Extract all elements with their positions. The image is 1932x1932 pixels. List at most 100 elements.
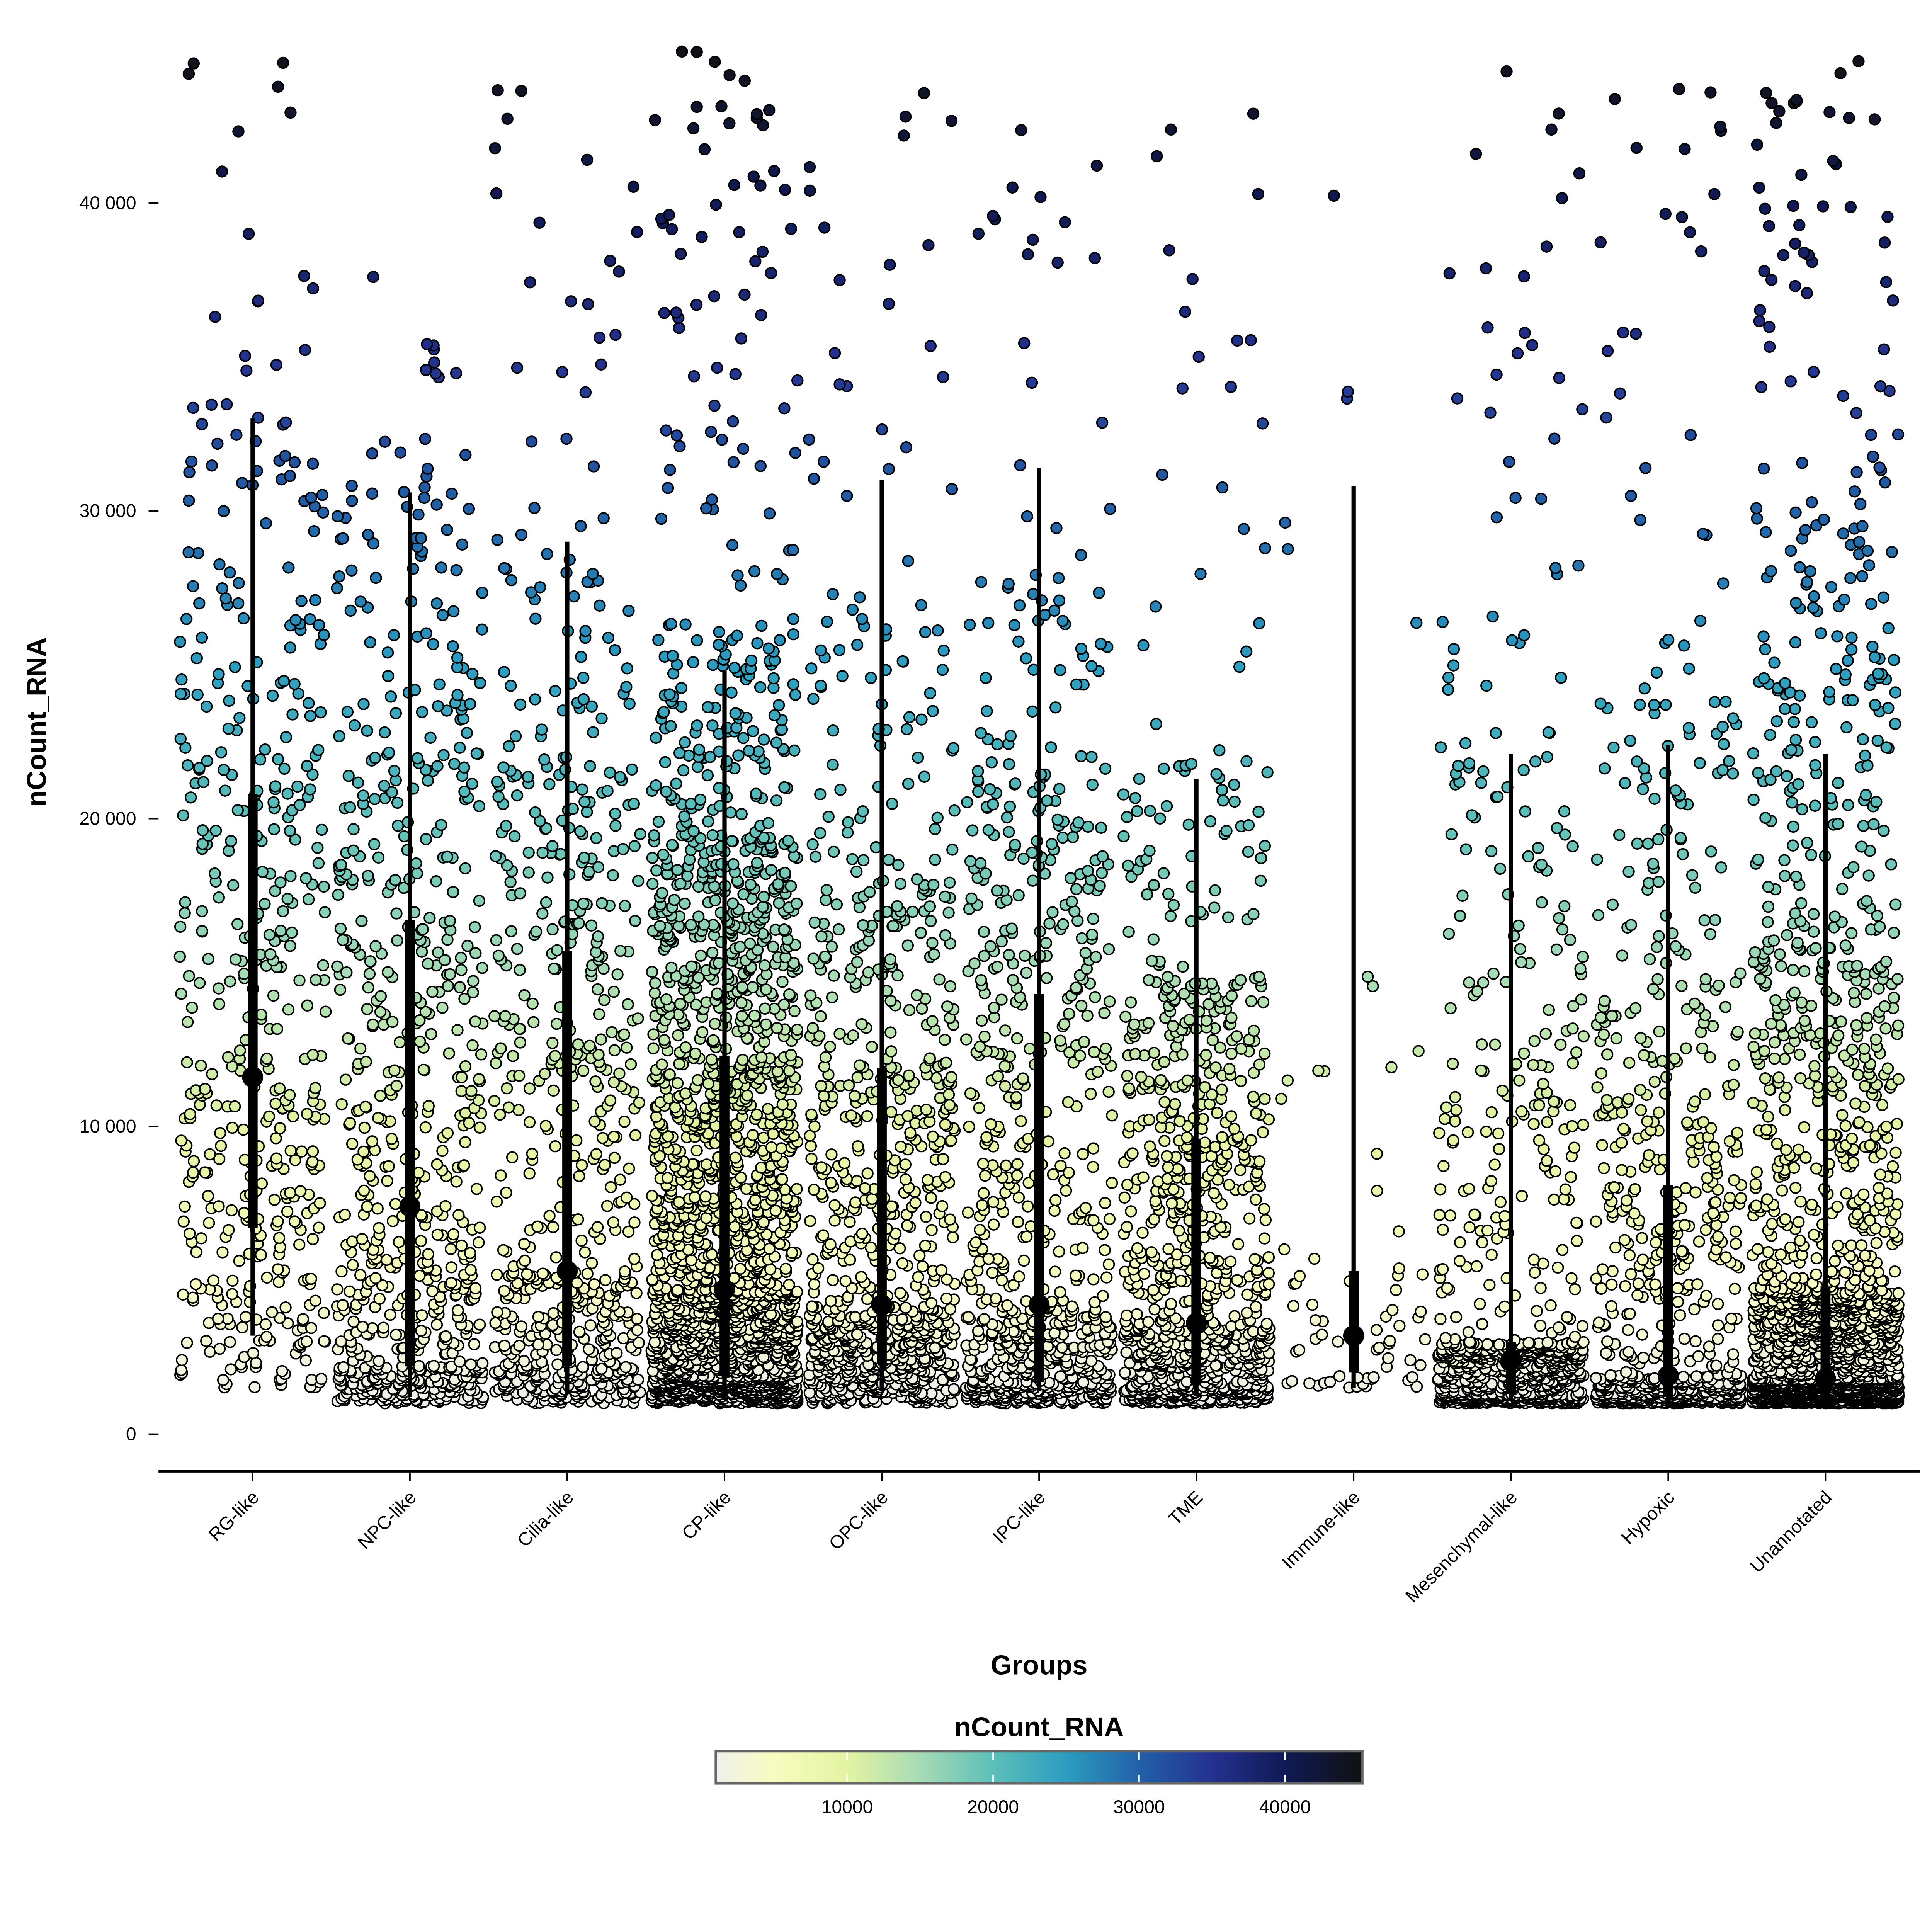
data-point xyxy=(915,927,927,939)
data-point xyxy=(846,604,859,616)
data-point xyxy=(239,350,252,362)
data-point xyxy=(514,1036,526,1049)
data-point xyxy=(501,1082,513,1095)
data-point xyxy=(915,713,928,726)
data-point xyxy=(817,1229,830,1242)
data-point xyxy=(447,1228,460,1241)
data-point xyxy=(532,1311,544,1323)
data-point xyxy=(231,804,244,816)
data-point xyxy=(944,1213,956,1226)
data-point xyxy=(623,697,636,710)
data-point xyxy=(281,1205,294,1218)
data-point xyxy=(827,588,839,600)
data-point xyxy=(884,995,897,1007)
data-point xyxy=(498,1285,510,1297)
data-point xyxy=(698,143,711,155)
data-point xyxy=(430,875,442,888)
data-point xyxy=(229,661,241,673)
data-point xyxy=(830,898,843,911)
data-point xyxy=(577,897,590,910)
data-point xyxy=(488,1095,501,1107)
data-point xyxy=(213,982,225,995)
data-point xyxy=(523,1116,536,1128)
data-point xyxy=(444,1243,457,1255)
data-point xyxy=(181,1337,193,1349)
data-point xyxy=(922,1174,934,1186)
data-point xyxy=(579,386,592,399)
data-point xyxy=(305,492,317,504)
data-point xyxy=(577,672,590,684)
data-point xyxy=(417,1063,430,1076)
data-point xyxy=(470,1183,483,1195)
data-point xyxy=(476,962,488,974)
data-point xyxy=(885,1045,898,1058)
data-point xyxy=(899,1158,912,1171)
data-point xyxy=(687,656,699,668)
data-point xyxy=(214,1127,226,1139)
data-point xyxy=(331,960,344,973)
data-point xyxy=(575,651,587,663)
data-point xyxy=(234,1044,246,1057)
data-point xyxy=(217,1374,230,1386)
data-point xyxy=(202,1190,214,1202)
data-point xyxy=(663,209,675,221)
data-point xyxy=(939,1034,951,1046)
data-point xyxy=(204,1148,216,1161)
data-point xyxy=(842,816,854,828)
data-point xyxy=(911,989,923,1002)
data-point xyxy=(618,1028,630,1041)
data-point xyxy=(857,805,869,818)
data-point xyxy=(191,689,204,701)
data-point xyxy=(656,1058,668,1071)
data-point xyxy=(317,959,329,972)
data-point xyxy=(713,626,725,638)
data-point xyxy=(708,290,721,303)
data-point xyxy=(928,948,940,961)
data-point xyxy=(828,1199,841,1211)
data-point xyxy=(607,985,620,998)
data-point xyxy=(436,609,449,621)
data-point xyxy=(371,1202,384,1215)
data-point xyxy=(269,1097,282,1110)
data-point xyxy=(442,980,454,992)
data-point xyxy=(614,771,626,783)
data-point xyxy=(215,746,228,759)
data-point xyxy=(261,1271,273,1284)
data-point xyxy=(293,974,306,986)
data-point xyxy=(303,893,315,906)
data-point xyxy=(447,886,459,898)
data-point xyxy=(491,1306,503,1318)
data-point xyxy=(658,706,670,718)
data-point xyxy=(592,983,604,996)
data-point xyxy=(289,614,302,626)
data-point xyxy=(762,1103,774,1115)
data-point xyxy=(919,1240,931,1252)
data-point xyxy=(193,597,206,610)
data-point xyxy=(707,659,719,671)
data-point xyxy=(293,799,306,811)
data-point xyxy=(604,1094,617,1107)
data-point xyxy=(177,1288,189,1301)
data-point xyxy=(505,925,517,937)
data-point xyxy=(789,689,802,701)
data-point xyxy=(271,1023,284,1035)
data-point xyxy=(572,1038,584,1051)
data-point xyxy=(344,1285,356,1298)
data-point xyxy=(945,1134,957,1147)
data-point xyxy=(286,708,299,721)
data-point xyxy=(334,922,347,935)
data-point xyxy=(374,990,387,1002)
data-point xyxy=(728,179,741,191)
data-point xyxy=(299,344,311,356)
data-point xyxy=(852,1140,864,1153)
data-point xyxy=(775,1142,787,1155)
data-point xyxy=(614,945,627,957)
data-point xyxy=(634,828,646,840)
data-point xyxy=(776,1098,789,1111)
data-point xyxy=(223,845,235,857)
data-point xyxy=(903,1004,916,1016)
data-point xyxy=(383,1160,395,1172)
data-point xyxy=(175,1364,187,1376)
data-point xyxy=(918,770,931,783)
